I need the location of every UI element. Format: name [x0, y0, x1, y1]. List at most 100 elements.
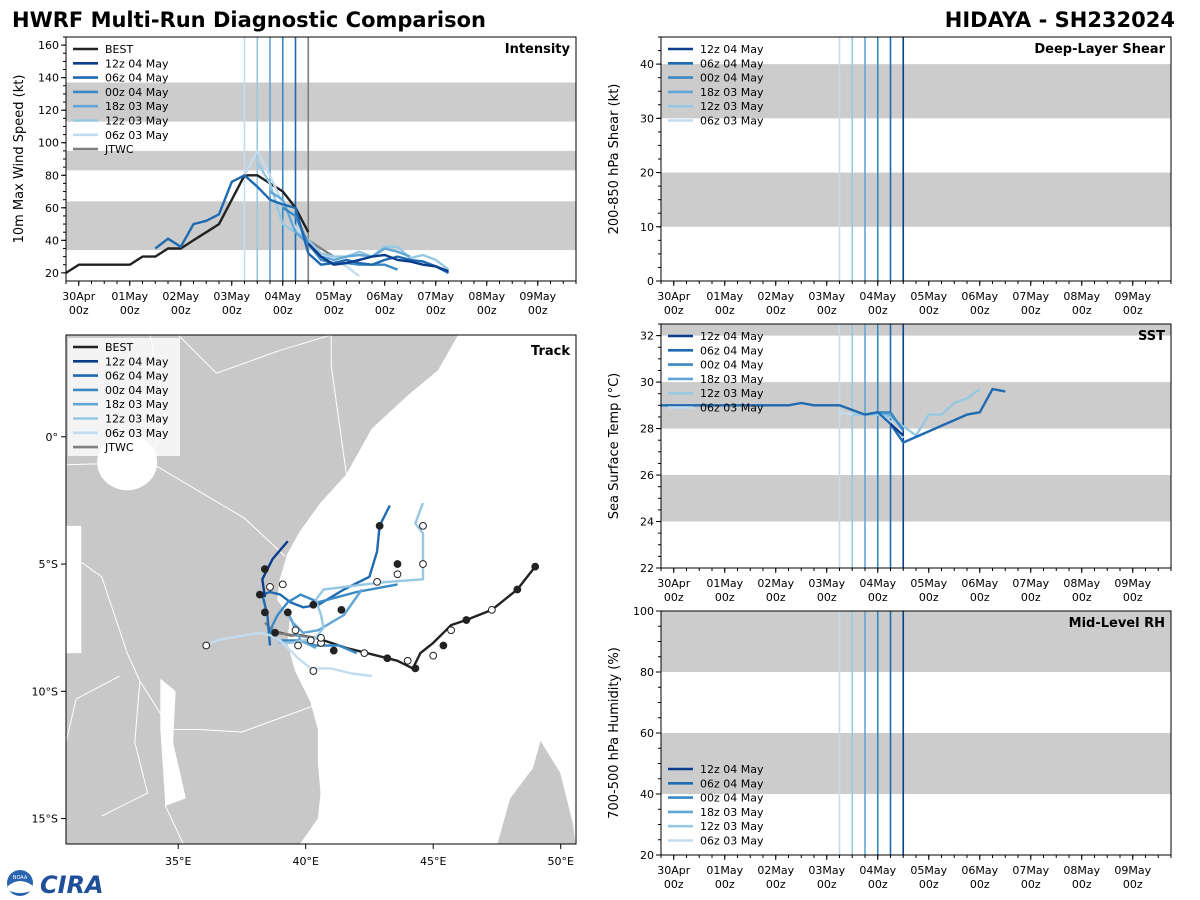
intensity-ytick-label: 20: [45, 267, 59, 280]
rh-legend-label-00z-04-may: 00z 04 May: [700, 792, 764, 805]
sst-legend-label-00z-04-may: 00z 04 May: [700, 359, 764, 372]
cira-logo-text: CIRA: [40, 871, 104, 899]
shear-xtick-hour: 00z: [664, 304, 684, 317]
intensity-xtick-hour: 00z: [477, 304, 497, 317]
lake-malawi: [160, 678, 186, 806]
shear-xtick-label: 06May: [961, 290, 998, 303]
intensity-xtick-label: 09May: [519, 290, 556, 303]
track-marker-06z-03-may-4: [317, 633, 325, 642]
cira-logo: NOAA CIRA: [7, 870, 104, 899]
intensity-legend-label-best: BEST: [105, 43, 133, 56]
track-series-18z-03-may: [286, 588, 363, 650]
intensity-xtick-hour: 00z: [528, 304, 548, 317]
shear-xtick-hour: 00z: [1072, 304, 1092, 317]
track-marker-best-11: [329, 646, 338, 655]
track-xtick-label: 35°E: [165, 855, 191, 868]
shear-xtick-hour: 00z: [919, 304, 939, 317]
track-marker-12z-03-may-5: [266, 583, 274, 591]
rh-xtick-hour: 00z: [715, 878, 735, 891]
sst-xtick-hour: 00z: [970, 591, 990, 604]
rh-xtick-label: 30Apr: [657, 864, 691, 877]
track-xtick-label: 40°E: [292, 855, 318, 868]
rh-legend-label-18z-03-may: 18z 03 May: [700, 806, 764, 819]
rh-band-1: [661, 611, 1171, 672]
rh-plot-area: [661, 611, 1171, 855]
sst-legend-label-18z-03-may: 18z 03 May: [700, 373, 764, 386]
track-marker-best-8: [403, 656, 412, 665]
rh-xtick-label: 07May: [1012, 864, 1049, 877]
track-xtick-label: 50°E: [547, 855, 573, 868]
sst-xtick-hour: 00z: [1072, 591, 1092, 604]
rh-xtick-label: 06May: [961, 864, 998, 877]
intensity-band-2: [66, 82, 576, 122]
intensity-legend-label-00z-04-may: 00z 04 May: [105, 86, 169, 99]
shear-xtick-label: 01May: [706, 290, 743, 303]
shear-ytick-label: 30: [640, 112, 654, 125]
track-marker-jtwc-0: [271, 628, 280, 637]
sst-xtick-label: 09May: [1114, 577, 1151, 590]
intensity-plot-area: [66, 37, 576, 281]
country-border-6: [66, 675, 120, 743]
sst-ytick-label: 26: [640, 469, 654, 482]
track-ytick-label: 15°S: [32, 813, 58, 826]
rh-xtick-label: 02May: [757, 864, 794, 877]
intensity-ytick-label: 60: [45, 202, 59, 215]
track-marker-06z-03-may-2: [291, 626, 300, 635]
track-marker-06z-03-may-0: [309, 667, 318, 675]
intensity-xtick-hour: 00z: [426, 304, 446, 317]
track-legend-label-12z-04-may: 12z 04 May: [105, 355, 169, 368]
track-legend-bg: [68, 338, 180, 456]
shear-xtick-hour: 00z: [817, 304, 837, 317]
sst-xtick-label: 03May: [808, 577, 845, 590]
track-legend-label-06z-03-may: 06z 03 May: [105, 427, 169, 440]
sst-band-0: [661, 475, 1171, 522]
track-marker-12z-03-may-1: [419, 560, 427, 568]
intensity-xtick-hour: 00z: [375, 304, 395, 317]
track-marker-06z-04-may-1: [309, 600, 318, 609]
madagascar-landmass: [496, 738, 576, 844]
country-border-2: [66, 550, 319, 733]
track-marker-best-10: [360, 649, 369, 658]
rh-legend-label-12z-03-may: 12z 03 May: [700, 820, 764, 833]
rh-ytick-label: 100: [633, 605, 654, 618]
intensity-title: Intensity: [505, 42, 571, 57]
intensity-legend-label-18z-03-may: 18z 03 May: [105, 100, 169, 113]
shear-plot-area: [661, 37, 1171, 281]
shear-xtick-label: 02May: [757, 290, 794, 303]
track-legend-label-06z-04-may: 06z 04 May: [105, 370, 169, 383]
figure-title-left: HWRF Multi-Run Diagnostic Comparison: [12, 8, 486, 32]
shear-ytick-label: 10: [640, 221, 654, 234]
panel-rh: 2040608010030Apr00z01May00z02May00z03May…: [607, 605, 1172, 891]
shear-xtick-hour: 00z: [766, 304, 786, 317]
panel-intensity: 2040608010012014016030Apr00z01May00z02Ma…: [12, 36, 577, 317]
intensity-band-1: [66, 150, 576, 171]
shear-xtick-hour: 00z: [1021, 304, 1041, 317]
rh-xtick-hour: 00z: [868, 878, 888, 891]
rh-xtick-label: 08May: [1063, 864, 1100, 877]
intensity-xtick-label: 05May: [315, 290, 352, 303]
sst-ytick-label: 28: [640, 423, 654, 436]
track-marker-12z-03-may-4: [294, 641, 302, 650]
track-marker-00z-04-may-1: [337, 605, 346, 614]
intensity-xtick-label: 06May: [366, 290, 403, 303]
intensity-series-12z-03-may: [256, 161, 450, 271]
sst-xtick-label: 06May: [961, 577, 998, 590]
intensity-series-06z-04-may: [154, 174, 450, 274]
shear-xtick-label: 04May: [859, 290, 896, 303]
sst-xtick-hour: 00z: [1021, 591, 1041, 604]
intensity-legend-label-jtwc: JTWC: [104, 143, 134, 156]
sst-legend-label-12z-03-may: 12z 03 May: [700, 387, 764, 400]
rh-xtick-label: 09May: [1114, 864, 1151, 877]
track-legend-label-18z-03-may: 18z 03 May: [105, 398, 169, 411]
track-series-00z-04-may: [268, 583, 398, 655]
rh-ytick-label: 80: [640, 666, 654, 679]
shear-xtick-hour: 00z: [970, 304, 990, 317]
track-marker-12z-03-may-6: [278, 580, 287, 589]
rh-title: Mid-Level RH: [1069, 616, 1165, 631]
intensity-xtick-label: 08May: [468, 290, 505, 303]
intensity-xtick-hour: 00z: [171, 304, 191, 317]
